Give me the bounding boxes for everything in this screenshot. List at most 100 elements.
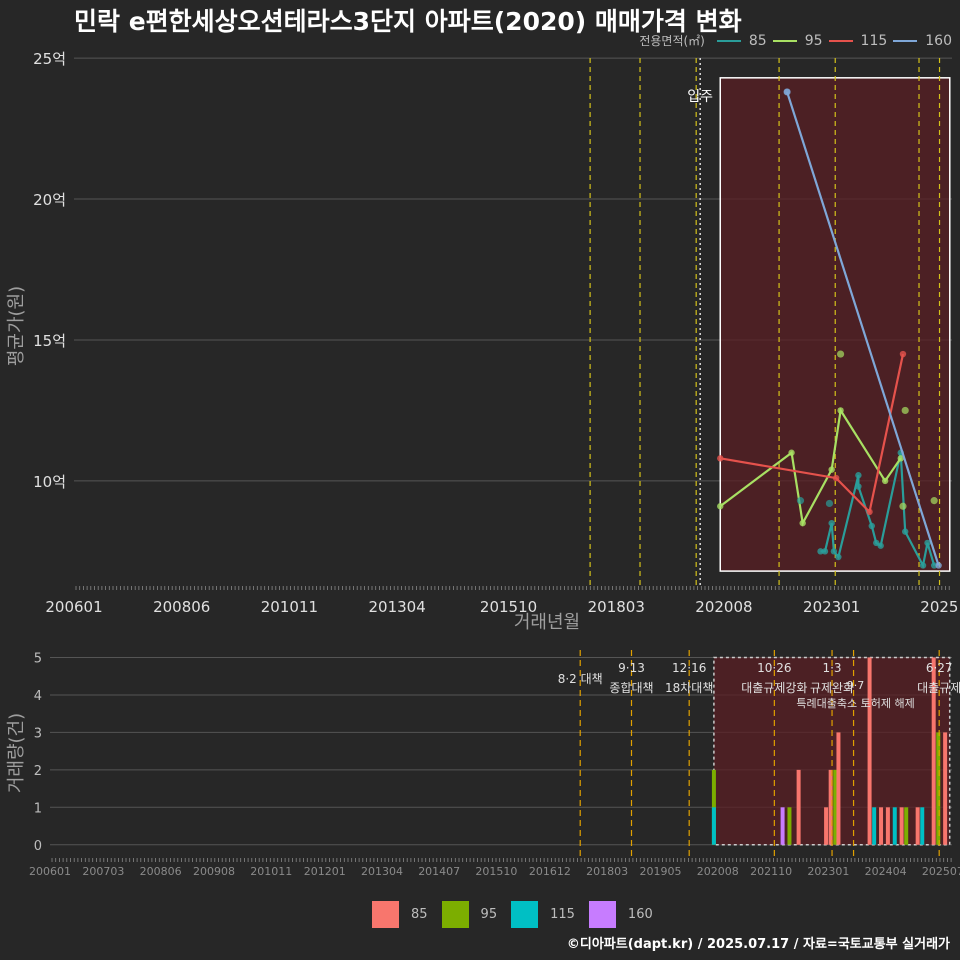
scatter-point-85: [825, 499, 834, 508]
data-point-85: [930, 562, 938, 569]
policy-label-detail: 대출규제: [917, 681, 960, 695]
bar-x-tick-label: 201612: [529, 865, 571, 878]
x-tick-label: 201510: [480, 598, 537, 616]
legend-item-160: 160: [893, 33, 952, 49]
data-point-85: [868, 522, 875, 530]
policy-label-detail: 규제완화: [810, 681, 854, 695]
bar-x-tick-label: 201304: [361, 865, 403, 878]
data-point-115: [832, 474, 840, 482]
bar-85: [885, 807, 890, 845]
policy-label: 1·3: [822, 661, 841, 675]
bar-y-tick-label: 4: [34, 689, 42, 704]
data-point-95: [828, 466, 835, 473]
data-point-95: [897, 455, 904, 462]
x-tick-label: 202301: [803, 598, 860, 616]
data-point-85: [919, 562, 927, 569]
scatter-point-95: [901, 406, 909, 415]
policy-label-detail: 종합대책: [609, 680, 653, 695]
data-point-85: [924, 539, 931, 547]
scatter-point-95: [836, 350, 845, 358]
policy-label: 10·26: [757, 661, 791, 675]
x-axis-title: 거래년월: [514, 612, 580, 633]
y-axis-title: 평균가(원): [6, 286, 27, 366]
bar-115: [892, 807, 897, 845]
bar-legend-item-160: 160: [588, 901, 653, 928]
legend-line-95: [772, 39, 797, 42]
bar-legend-label-160: 160: [627, 907, 653, 922]
data-point-95: [717, 503, 724, 510]
data-point-85: [855, 472, 862, 479]
data-point-85: [835, 553, 842, 561]
legend-label-85: 85: [748, 32, 767, 49]
bar-85: [867, 657, 872, 845]
bar-legend-key-95: [441, 901, 469, 928]
legend-item-95: 95: [772, 32, 823, 49]
bar-85: [796, 769, 801, 845]
legend-line-160: [893, 39, 918, 42]
bar-x-tick-label: 202507: [922, 865, 960, 878]
bar-x-tick-label: 201510: [475, 865, 517, 878]
bar-85: [836, 732, 841, 845]
bar-legend-label-115: 115: [550, 907, 575, 922]
bar-y-tick-label: 5: [34, 651, 42, 666]
legend-label-160: 160: [925, 32, 952, 49]
y-tick-label: 20억: [33, 191, 66, 209]
bar-legend-item-115: 115: [511, 901, 575, 928]
footer-credit: ©디아파트(dapt.kr) / 2025.07.17 / 자료=국토교통부 실…: [566, 937, 950, 952]
bar-x-tick-label: 200908: [193, 865, 235, 878]
x-tick-label: 200601: [45, 598, 102, 616]
bar-x-tick-label: 201407: [418, 865, 460, 878]
bar-x-tick-label: 200806: [140, 865, 182, 878]
bar-160: [780, 807, 785, 845]
data-point-85: [817, 548, 824, 555]
legend-label-115: 115: [860, 32, 888, 49]
data-point-115: [717, 455, 724, 462]
data-point-85: [821, 548, 829, 555]
bar-95: [833, 769, 838, 845]
legend-top: 전용면적(㎡) 85 95 115 160: [639, 32, 952, 49]
bar-y-tick-label: 2: [34, 764, 42, 779]
scatter-point-95: [899, 502, 907, 510]
bar-legend-item-95: 95: [441, 901, 497, 928]
x-tick-label: 201803: [588, 598, 645, 616]
bar-95: [904, 807, 909, 845]
policy-label-detail: 18차대책: [665, 680, 713, 695]
data-point-85: [902, 528, 909, 535]
bar-85: [824, 807, 829, 845]
policy-label: 12·16: [672, 661, 706, 675]
policy-label-detail: 특례대출축소 토허제 해제: [796, 696, 914, 710]
bar-x-tick-label: 201011: [250, 865, 292, 878]
data-point-115: [866, 508, 873, 516]
bar-85: [915, 807, 920, 845]
bar-x-tick-label: 202110: [750, 865, 792, 878]
bar-y-tick-label: 0: [34, 839, 42, 854]
bar-x-tick-label: 202008: [697, 865, 739, 878]
y-tick-label: 10억: [33, 473, 66, 491]
data-point-160: [935, 562, 942, 569]
bar-legend-key-85: [372, 901, 399, 928]
data-point-85: [830, 548, 838, 555]
data-point-95: [881, 477, 889, 485]
bar-y-tick-label: 1: [34, 801, 42, 816]
series-line-115: [720, 353, 905, 515]
chart-title: 민락 e편한세상오션테라스3단지 아파트(2020) 매매가격 변화: [74, 7, 742, 36]
data-point-85: [855, 483, 862, 490]
legend-line-115: [828, 39, 853, 42]
legend-label-95: 95: [804, 32, 823, 49]
bar-y-tick-label: 3: [34, 726, 42, 741]
bar-x-tick-label: 201803: [586, 865, 628, 878]
policy-label: 9·13: [618, 661, 645, 675]
data-point-95: [799, 519, 806, 527]
move-in-label: 입주: [687, 89, 713, 105]
bar-95: [787, 807, 792, 845]
bar-x-tick-label: 200601: [29, 865, 71, 878]
bar-x-tick-label: 202301: [807, 865, 849, 878]
bar-legend-item-85: 85: [372, 901, 428, 928]
bar-85: [899, 807, 904, 845]
x-tick-label: 201304: [368, 598, 425, 616]
policy-label: 8·2 대책: [558, 671, 603, 686]
bar-x-tick-label: 202404: [865, 865, 907, 878]
series-line-160: [786, 91, 940, 566]
data-point-85: [877, 542, 884, 549]
